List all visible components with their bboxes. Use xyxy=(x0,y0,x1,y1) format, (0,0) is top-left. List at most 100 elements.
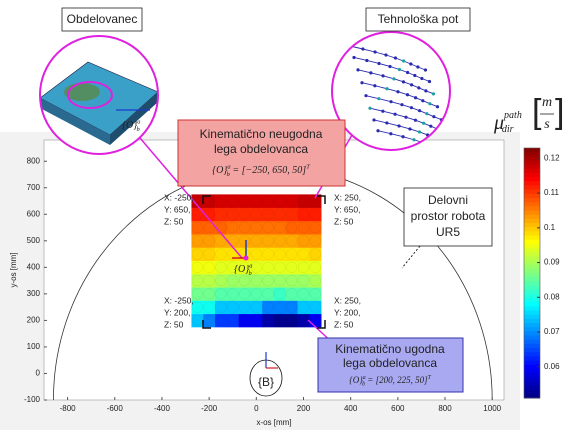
heat-cell xyxy=(203,247,215,261)
heat-cell xyxy=(250,221,262,235)
good-pose-text: Kinematično ugodna xyxy=(335,342,445,356)
heat-cell xyxy=(274,194,286,208)
heat-cell xyxy=(262,208,274,222)
path-point xyxy=(385,87,388,90)
path-point xyxy=(389,132,392,135)
colorbar-segment xyxy=(524,161,540,166)
colorbar-segment xyxy=(524,386,540,391)
colorbar-segment xyxy=(524,381,540,386)
y-tick-label: 200 xyxy=(27,316,41,325)
colorbar-segment xyxy=(524,377,540,382)
path-point xyxy=(410,83,413,86)
path-point xyxy=(406,93,409,96)
heat-cell xyxy=(203,221,215,235)
path-point xyxy=(392,77,395,80)
heat-cell xyxy=(215,208,227,222)
path-point xyxy=(422,122,425,125)
path-point xyxy=(398,68,401,71)
heat-cell xyxy=(309,234,321,248)
colorbar-label-sub: dir xyxy=(502,124,514,135)
heat-cell xyxy=(309,247,321,261)
heat-cell xyxy=(262,287,274,301)
heat-cell xyxy=(309,261,321,275)
heat-cell xyxy=(203,274,215,288)
path-point xyxy=(402,80,405,83)
colorbar-segment xyxy=(524,194,540,199)
colorbar-segment xyxy=(524,302,540,307)
path-point xyxy=(356,68,359,71)
heat-cell xyxy=(298,287,310,301)
heat-cell xyxy=(298,274,310,288)
x-tick-label: -200 xyxy=(201,404,218,413)
path-point xyxy=(417,86,420,89)
path-point xyxy=(381,110,384,113)
heat-cell xyxy=(250,208,262,222)
colorbar-unit-num: m xyxy=(542,95,552,110)
datatip-text: X: 250, xyxy=(334,295,361,305)
path-point xyxy=(389,100,392,103)
colorbar-segment xyxy=(524,327,540,332)
colorbar-segment xyxy=(524,152,540,157)
heat-cell xyxy=(227,208,239,222)
path-point xyxy=(432,92,435,95)
heat-cell xyxy=(262,194,274,208)
formula-base: {O} xyxy=(349,375,363,385)
colorbar-segment xyxy=(524,173,540,178)
colorbar-segment xyxy=(524,202,540,207)
heat-cell xyxy=(215,247,227,261)
x-tick-label: -400 xyxy=(154,404,171,413)
y-tick-label: 500 xyxy=(27,236,41,245)
datatip-text: Y: 200, xyxy=(334,307,360,317)
heat-cell xyxy=(191,234,203,248)
bad-pose-text: lega obdelovanca xyxy=(214,142,308,156)
heat-cell xyxy=(203,287,215,301)
colorbar-segment xyxy=(524,273,540,278)
x-tick-label: 800 xyxy=(438,404,452,413)
heat-cell xyxy=(227,247,239,261)
heat-cell xyxy=(239,301,251,315)
x-tick-label: 1000 xyxy=(483,404,501,413)
colorbar-segment xyxy=(524,315,540,320)
heat-cell xyxy=(191,247,203,261)
heat-cell xyxy=(274,261,286,275)
colorbar-segment xyxy=(524,277,540,282)
heat-cell xyxy=(262,221,274,235)
heat-cell xyxy=(215,301,227,315)
colorbar-bracket: [ xyxy=(532,93,542,131)
colorbar-segment xyxy=(524,248,540,253)
formula-base: {O} xyxy=(122,120,137,131)
colorbar-segment xyxy=(524,236,540,241)
path-point xyxy=(404,116,407,119)
formula-base: {O} xyxy=(212,165,227,176)
colorbar-unit-den: s xyxy=(544,117,550,132)
heat-cell xyxy=(227,314,239,328)
heat-cell xyxy=(250,287,262,301)
heat-cell xyxy=(262,274,274,288)
heat-cell xyxy=(309,314,321,328)
colorbar-segment xyxy=(524,373,540,378)
x-axis-label: x-os [mm] xyxy=(256,418,291,427)
formula-rest: = [200, 225, 50] xyxy=(365,375,428,385)
colorbar-tick-label: 0.08 xyxy=(544,292,560,301)
y-tick-label: 100 xyxy=(27,342,41,351)
heat-cell xyxy=(215,194,227,208)
heat-cell xyxy=(227,301,239,315)
heat-cell xyxy=(227,221,239,235)
path-point xyxy=(428,80,431,83)
colorbar-tick-label: 0.09 xyxy=(544,258,560,267)
heat-cell xyxy=(227,194,239,208)
path-point xyxy=(418,109,421,112)
colorbar-segment xyxy=(524,369,540,374)
path-point xyxy=(377,97,380,100)
colorbar-segment xyxy=(524,286,540,291)
heat-cell xyxy=(298,247,310,261)
colorbar-segment xyxy=(524,215,540,220)
formula-sup: a xyxy=(137,119,140,126)
colorbar-tick-label: 0.12 xyxy=(544,154,560,163)
path-point xyxy=(401,135,404,138)
heat-cell xyxy=(274,234,286,248)
colorbar-segment xyxy=(524,256,540,261)
good-pose-text: lega obdelovanca xyxy=(343,356,437,370)
heat-cell xyxy=(262,247,274,261)
colorbar-segment xyxy=(524,306,540,311)
